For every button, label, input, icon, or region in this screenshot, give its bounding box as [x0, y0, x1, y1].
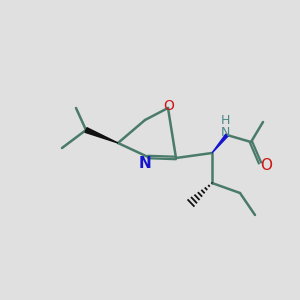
Text: O: O	[164, 99, 174, 113]
Text: O: O	[260, 158, 272, 173]
Text: H
N: H N	[220, 115, 230, 140]
Polygon shape	[85, 128, 118, 143]
Polygon shape	[212, 134, 228, 153]
Text: N: N	[139, 157, 152, 172]
